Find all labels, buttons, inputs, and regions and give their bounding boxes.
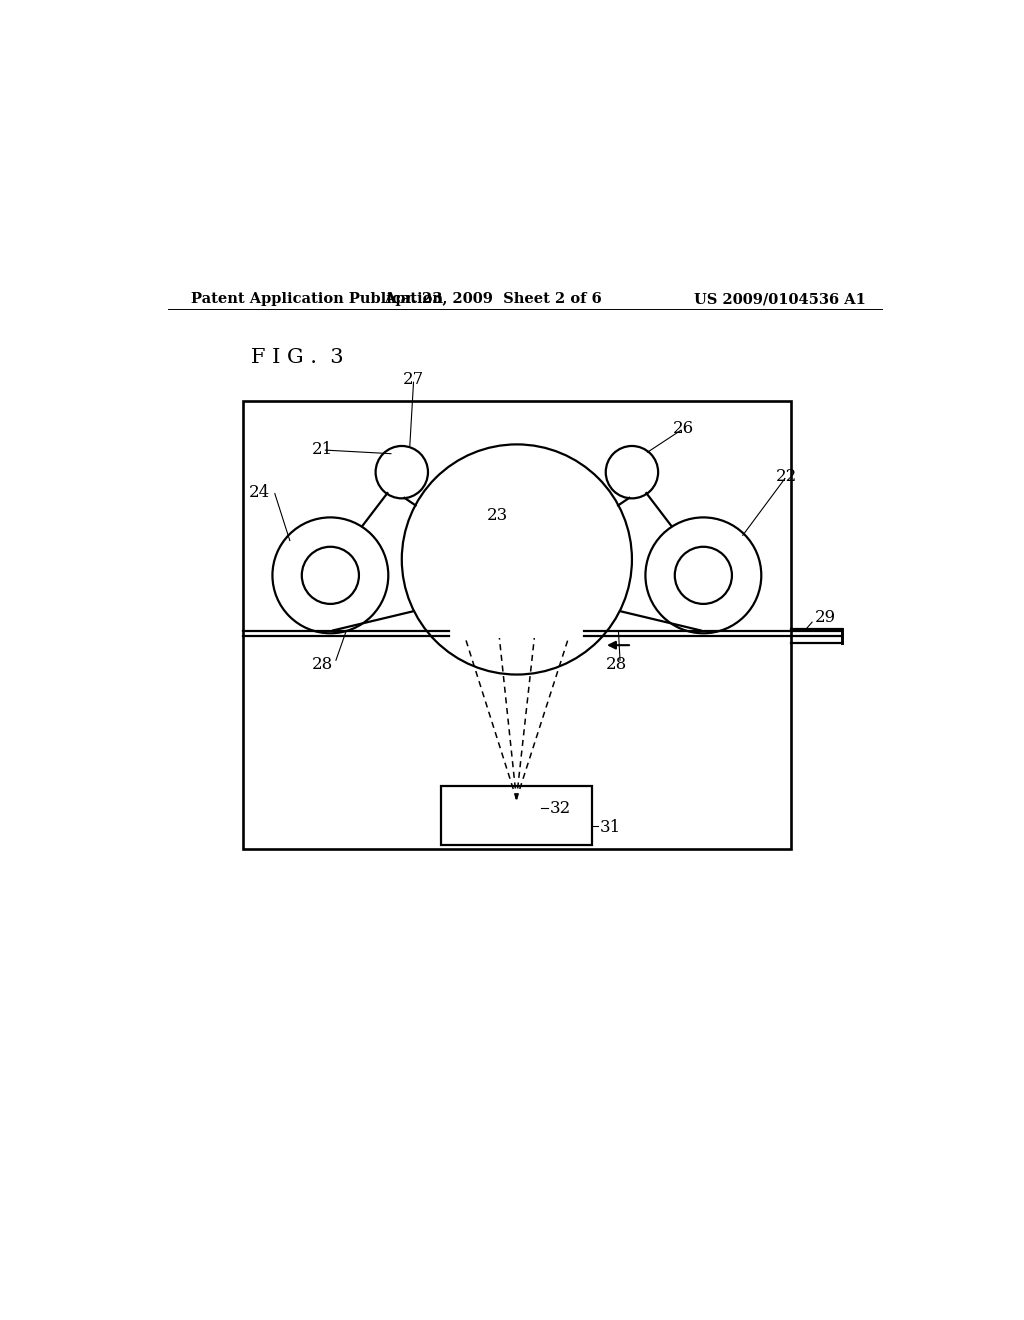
Text: Apr. 23, 2009  Sheet 2 of 6: Apr. 23, 2009 Sheet 2 of 6 — [384, 292, 602, 306]
Text: Patent Application Publication: Patent Application Publication — [191, 292, 443, 306]
Text: 21: 21 — [311, 441, 333, 458]
Text: 24: 24 — [248, 483, 269, 500]
Circle shape — [401, 445, 632, 675]
Bar — [492, 799, 542, 817]
Text: F I G .  3: F I G . 3 — [251, 347, 344, 367]
Text: 27: 27 — [403, 371, 424, 388]
Text: 32: 32 — [550, 800, 570, 817]
Circle shape — [376, 446, 428, 499]
Circle shape — [272, 517, 388, 634]
Text: 22: 22 — [776, 467, 798, 484]
Text: US 2009/0104536 A1: US 2009/0104536 A1 — [694, 292, 866, 306]
Text: 29: 29 — [814, 609, 836, 626]
Text: 23: 23 — [486, 507, 508, 524]
Text: 26: 26 — [673, 420, 694, 437]
Circle shape — [645, 517, 761, 634]
Bar — [441, 785, 592, 845]
Text: 28: 28 — [605, 656, 627, 673]
Bar — [243, 401, 791, 849]
Circle shape — [675, 546, 732, 605]
Text: 31: 31 — [600, 818, 622, 836]
Circle shape — [606, 446, 658, 499]
Circle shape — [302, 546, 359, 605]
Text: 28: 28 — [311, 656, 333, 673]
